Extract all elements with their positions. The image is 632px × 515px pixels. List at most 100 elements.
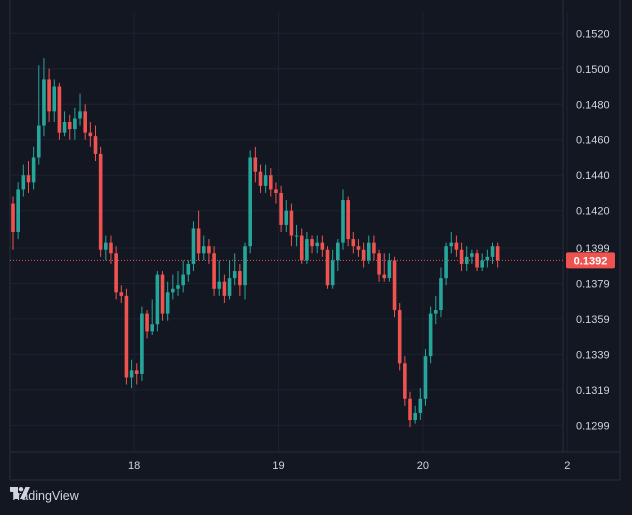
candle[interactable] <box>387 253 392 282</box>
candle[interactable] <box>217 260 222 296</box>
candle[interactable] <box>279 185 283 232</box>
candle[interactable] <box>459 242 464 272</box>
candle[interactable] <box>408 391 412 428</box>
candle[interactable] <box>305 232 309 264</box>
candle[interactable] <box>366 235 371 264</box>
candle[interactable] <box>26 161 31 193</box>
candle[interactable] <box>238 263 242 296</box>
candle[interactable] <box>439 267 443 318</box>
candle[interactable] <box>207 239 211 264</box>
candle[interactable] <box>88 122 93 147</box>
candle[interactable] <box>320 235 325 257</box>
candle[interactable] <box>171 274 175 300</box>
candle[interactable] <box>274 182 278 204</box>
candle[interactable] <box>433 295 438 325</box>
candle[interactable] <box>315 235 320 254</box>
candle[interactable] <box>21 164 26 197</box>
candle[interactable] <box>227 260 232 300</box>
candle[interactable] <box>42 58 46 137</box>
candle[interactable] <box>464 246 469 272</box>
candle[interactable] <box>248 150 252 254</box>
candle[interactable] <box>263 164 268 193</box>
price-axis[interactable]: 0.1520 0.1500 0.1480 0.1460 0.1440 0.1420 0.13… <box>576 28 610 432</box>
candle[interactable] <box>341 189 345 250</box>
candle[interactable] <box>57 82 62 140</box>
candles[interactable] <box>11 58 500 428</box>
candle[interactable] <box>361 242 366 268</box>
candle[interactable] <box>52 79 57 122</box>
candle[interactable] <box>222 274 227 303</box>
candle[interactable] <box>269 168 273 197</box>
candle[interactable] <box>119 285 124 303</box>
candle[interactable] <box>428 306 433 364</box>
candle[interactable] <box>160 271 165 321</box>
candle[interactable] <box>449 232 454 254</box>
candle[interactable] <box>67 114 72 140</box>
candle[interactable] <box>114 246 118 300</box>
candle[interactable] <box>495 242 500 268</box>
candle[interactable] <box>145 310 149 339</box>
candle[interactable] <box>243 242 247 300</box>
candle[interactable] <box>490 242 495 264</box>
candle[interactable] <box>140 306 144 382</box>
candle[interactable] <box>31 146 36 190</box>
candle[interactable] <box>423 349 428 406</box>
candle[interactable] <box>196 210 201 261</box>
candle[interactable] <box>47 68 51 122</box>
candle[interactable] <box>418 388 423 421</box>
candle[interactable] <box>83 104 87 140</box>
candle[interactable] <box>336 239 340 272</box>
candle[interactable] <box>480 253 484 272</box>
time-axis[interactable]: 18 19 20 2 <box>128 460 570 472</box>
candle[interactable] <box>129 359 134 389</box>
candle[interactable] <box>356 239 361 257</box>
candle[interactable] <box>93 125 98 162</box>
candle[interactable] <box>124 288 129 385</box>
candle[interactable] <box>299 228 304 264</box>
candle[interactable] <box>176 271 180 296</box>
candle[interactable] <box>454 235 459 257</box>
candle[interactable] <box>377 249 381 282</box>
candle[interactable] <box>382 253 387 282</box>
candle[interactable] <box>11 196 15 250</box>
candle[interactable] <box>16 182 20 240</box>
candle[interactable] <box>104 235 108 261</box>
candle[interactable] <box>232 253 237 286</box>
candle[interactable] <box>485 249 490 268</box>
candle[interactable] <box>78 93 82 126</box>
candle[interactable] <box>109 235 113 264</box>
candle[interactable] <box>310 235 314 254</box>
candle[interactable] <box>330 249 335 289</box>
candle[interactable] <box>289 203 294 247</box>
candle[interactable] <box>403 356 407 406</box>
candle[interactable] <box>155 271 160 332</box>
candle[interactable] <box>372 235 376 261</box>
candle[interactable] <box>346 196 350 247</box>
candle[interactable] <box>134 363 139 385</box>
candle[interactable] <box>191 221 196 272</box>
candle[interactable] <box>397 302 402 371</box>
candle[interactable] <box>62 111 67 137</box>
candle[interactable] <box>98 146 103 257</box>
candle[interactable] <box>212 246 216 296</box>
candle[interactable] <box>470 249 474 264</box>
candle[interactable] <box>325 246 330 289</box>
candle[interactable] <box>258 164 263 193</box>
candle[interactable] <box>392 256 397 318</box>
brand-logo[interactable]: TradingView <box>10 487 79 505</box>
candle[interactable] <box>150 299 155 335</box>
candle[interactable] <box>181 260 185 293</box>
candle[interactable] <box>444 242 448 286</box>
candle[interactable] <box>253 146 258 183</box>
candle[interactable] <box>73 107 77 140</box>
candle[interactable] <box>165 281 170 321</box>
candle[interactable] <box>186 260 191 282</box>
candle[interactable] <box>294 224 299 247</box>
candle[interactable] <box>413 405 417 424</box>
candle[interactable] <box>351 232 356 254</box>
candle[interactable] <box>284 200 289 232</box>
candle[interactable] <box>36 65 41 165</box>
candle[interactable] <box>201 235 206 261</box>
